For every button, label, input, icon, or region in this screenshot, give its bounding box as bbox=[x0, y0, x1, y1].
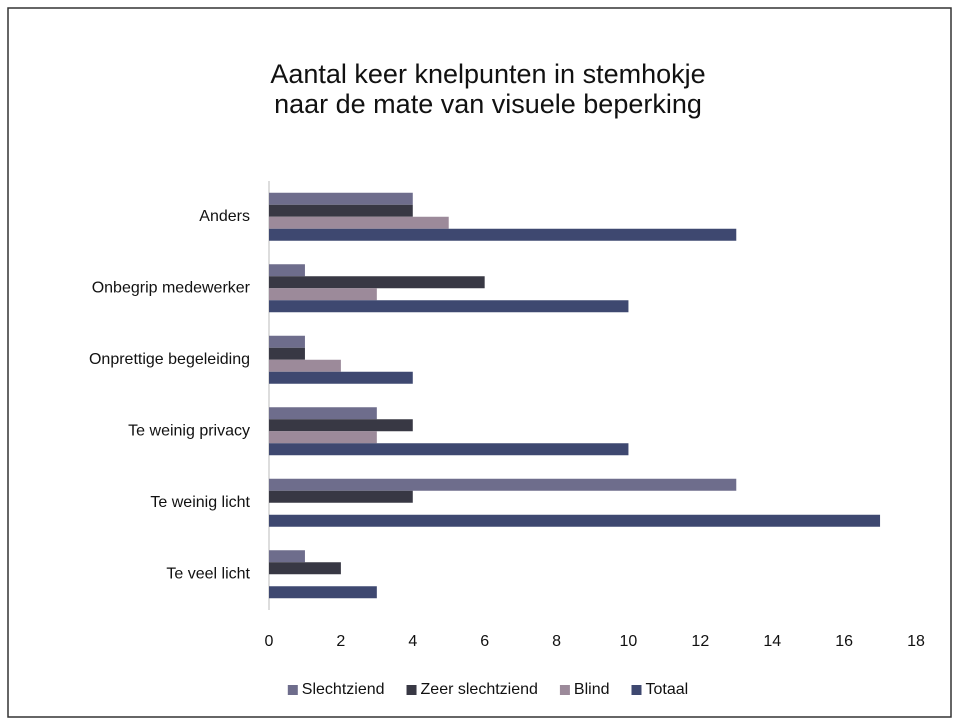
legend-label: Zeer slechtziend bbox=[421, 681, 538, 698]
bar bbox=[269, 371, 413, 384]
bar bbox=[269, 276, 485, 289]
y-tick-label: Te weinig privacy bbox=[128, 422, 250, 439]
x-tick-label: 16 bbox=[835, 633, 853, 650]
bar bbox=[269, 562, 341, 575]
bar bbox=[269, 264, 305, 277]
bar bbox=[269, 288, 377, 301]
x-tick-label: 0 bbox=[265, 633, 274, 650]
bar bbox=[269, 228, 737, 241]
bar bbox=[269, 335, 305, 348]
legend-label: Blind bbox=[574, 681, 610, 698]
bar bbox=[269, 478, 737, 491]
y-tick-label: Onbegrip medewerker bbox=[92, 279, 251, 296]
frame bbox=[7, 7, 952, 718]
y-tick-label: Te veel licht bbox=[166, 565, 250, 582]
x-tick-label: 14 bbox=[763, 633, 781, 650]
legend-swatch bbox=[406, 685, 417, 695]
bar bbox=[269, 192, 413, 205]
bar bbox=[269, 586, 377, 599]
x-tick-label: 18 bbox=[907, 633, 925, 650]
bar bbox=[269, 514, 881, 527]
bar bbox=[269, 490, 413, 503]
bar bbox=[269, 300, 629, 313]
legend-label: Totaal bbox=[645, 681, 688, 698]
bar bbox=[269, 347, 305, 360]
bar bbox=[269, 407, 377, 420]
bar bbox=[269, 419, 413, 432]
legend-swatch bbox=[287, 685, 298, 695]
legend-label: Slechtziend bbox=[302, 681, 385, 698]
bar bbox=[269, 431, 377, 444]
bar bbox=[269, 204, 413, 217]
y-tick-label: Anders bbox=[199, 208, 250, 225]
x-tick-label: 4 bbox=[408, 633, 417, 650]
bar bbox=[269, 550, 305, 563]
legend-swatch bbox=[559, 685, 570, 695]
x-tick-label: 2 bbox=[336, 633, 345, 650]
bar bbox=[269, 359, 341, 372]
x-tick-label: 10 bbox=[620, 633, 638, 650]
legend-swatch bbox=[631, 685, 642, 695]
bar bbox=[269, 443, 629, 456]
x-tick-label: 8 bbox=[552, 633, 561, 650]
y-tick-label: Te weinig licht bbox=[150, 494, 250, 511]
y-tick-label: Onprettige begeleiding bbox=[89, 351, 250, 368]
chart-title: naar de mate van visuele beperking bbox=[274, 89, 702, 119]
x-tick-label: 12 bbox=[691, 633, 709, 650]
x-tick-label: 6 bbox=[480, 633, 489, 650]
bar bbox=[269, 216, 449, 229]
chart-title: Aantal keer knelpunten in stemhokje bbox=[270, 59, 705, 89]
